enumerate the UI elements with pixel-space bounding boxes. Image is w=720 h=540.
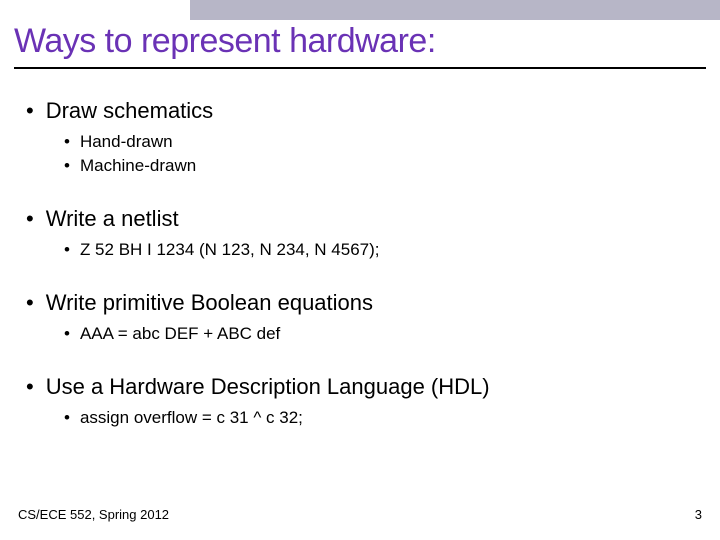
bullet-icon: • [26,292,34,314]
bullet-label: AAA = abc DEF + ABC def [80,324,280,344]
list-item: • Draw schematics • Hand-drawn • Machine… [26,98,694,176]
list-item: • assign overflow = c 31 ^ c 32; [64,408,694,428]
sub-list: • AAA = abc DEF + ABC def [64,324,694,344]
list-item: • Machine-drawn [64,156,694,176]
bullet-list: • Draw schematics • Hand-drawn • Machine… [26,98,694,428]
bullet-icon: • [64,157,70,174]
list-item: • Use a Hardware Description Language (H… [26,374,694,428]
top-accent-bar [190,0,720,20]
bullet-label: Write a netlist [46,206,179,232]
sub-list: • Hand-drawn • Machine-drawn [64,132,694,176]
sub-list: • Z 52 BH I 1234 (N 123, N 234, N 4567); [64,240,694,260]
bullet-label: Machine-drawn [80,156,196,176]
bullet-label: Hand-drawn [80,132,173,152]
list-item: • Write primitive Boolean equations • AA… [26,290,694,344]
footer-left: CS/ECE 552, Spring 2012 [18,507,169,522]
sub-list: • assign overflow = c 31 ^ c 32; [64,408,694,428]
bullet-icon: • [64,133,70,150]
slide-number: 3 [695,507,702,522]
slide-body: • Draw schematics • Hand-drawn • Machine… [26,98,694,458]
bullet-icon: • [64,409,70,426]
list-item: • Write a netlist • Z 52 BH I 1234 (N 12… [26,206,694,260]
list-item: • Hand-drawn [64,132,694,152]
list-item: • AAA = abc DEF + ABC def [64,324,694,344]
list-item: • Z 52 BH I 1234 (N 123, N 234, N 4567); [64,240,694,260]
bullet-label: Use a Hardware Description Language (HDL… [46,374,490,400]
bullet-icon: • [26,100,34,122]
bullet-label: Write primitive Boolean equations [46,290,373,316]
bullet-icon: • [26,208,34,230]
bullet-label: Draw schematics [46,98,213,124]
bullet-label: assign overflow = c 31 ^ c 32; [80,408,303,428]
bullet-icon: • [26,376,34,398]
slide-title-area: Ways to represent hardware: [14,22,706,69]
bullet-label: Z 52 BH I 1234 (N 123, N 234, N 4567); [80,240,380,260]
slide: Ways to represent hardware: • Draw schem… [0,0,720,540]
bullet-icon: • [64,325,70,342]
bullet-icon: • [64,241,70,258]
slide-title: Ways to represent hardware: [14,22,436,60]
slide-footer: CS/ECE 552, Spring 2012 3 [18,507,702,522]
